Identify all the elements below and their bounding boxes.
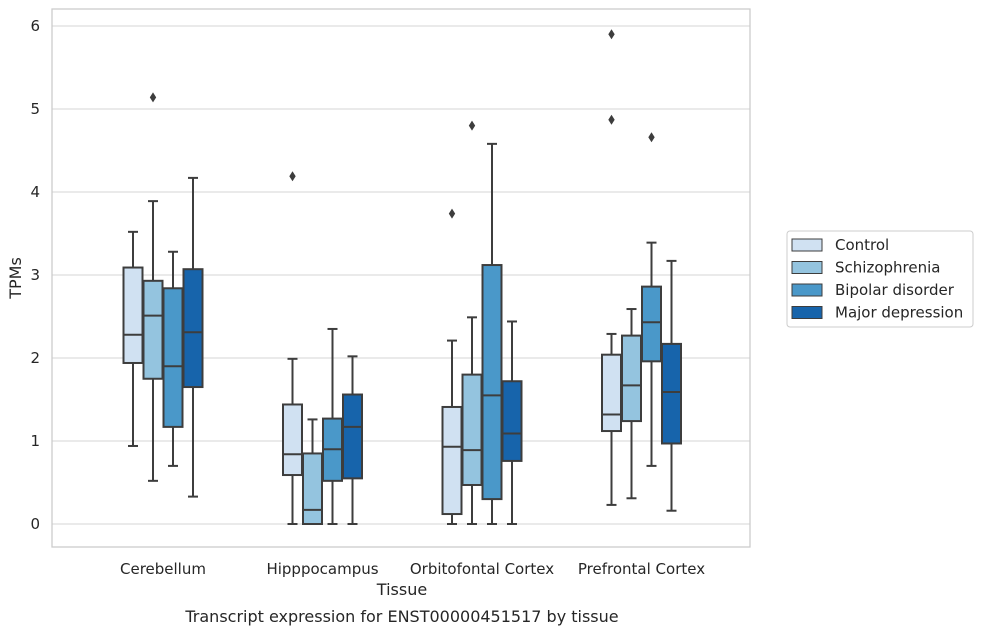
box-0-3 (182, 176, 204, 498)
box-iqr (641, 285, 662, 363)
y-tick-label: 2 (30, 349, 40, 367)
x-tick-label: Hipppocampus (266, 560, 378, 578)
outlier-point (149, 92, 157, 103)
box-iqr (162, 287, 184, 428)
legend-swatch (791, 306, 823, 319)
y-tick-label: 1 (30, 432, 40, 450)
plot-frame (51, 8, 751, 548)
y-tick-label: 0 (30, 515, 40, 533)
legend-entry: Bipolar disorder (835, 281, 955, 299)
outlier-point (468, 120, 476, 131)
legend: Control Schizophrenia Bipolar disorder Majo… (786, 230, 974, 328)
x-tick-label: Orbitofontal Cortex (410, 560, 554, 578)
outlier-point (448, 208, 456, 219)
box-iqr (441, 405, 463, 516)
x-axis-label: Tissue (376, 580, 427, 599)
box-iqr (182, 268, 204, 389)
box-groups (122, 29, 682, 526)
x-tick-labels: Cerebellum Hipppocampus Orbitofontal Corte… (120, 560, 705, 578)
legend-entry: Control (835, 236, 889, 254)
box-3-2 (641, 132, 662, 467)
box-3-1 (621, 308, 642, 500)
y-tick-labels: 0 1 2 3 4 5 6 (30, 17, 40, 533)
box-0-1 (142, 92, 164, 482)
x-tick-label: Cerebellum (120, 560, 206, 578)
outlier-point (648, 132, 655, 143)
box-iqr (621, 334, 642, 423)
legend-swatch (791, 283, 823, 297)
box-iqr (282, 403, 303, 477)
legend-swatch (791, 238, 823, 252)
plot-background (52, 9, 750, 547)
legend-frame (786, 230, 974, 328)
outlier-point (608, 29, 615, 40)
box-3-0 (601, 29, 622, 506)
box-iqr (501, 380, 523, 462)
box-1-0 (282, 171, 303, 525)
box-1-1 (302, 418, 323, 526)
box-2-3 (501, 320, 523, 525)
box-iqr (481, 264, 503, 501)
box-iqr (142, 279, 164, 380)
chart-caption: Transcript expression for ENST0000045151… (184, 607, 618, 626)
box-iqr (342, 393, 363, 480)
legend-items: Control Schizophrenia Bipolar disorder Majo… (791, 236, 963, 322)
outlier-point (608, 114, 615, 125)
legend-swatch (791, 261, 823, 274)
x-tick-label: Prefrontal Cortex (578, 560, 705, 578)
y-tick-label: 3 (30, 266, 40, 284)
box-iqr (661, 342, 682, 445)
y-tick-label: 6 (30, 17, 40, 35)
legend-entry: Major depression (835, 304, 963, 322)
box-iqr (122, 266, 144, 364)
box-iqr (302, 452, 323, 526)
legend-entry: Schizophrenia (835, 259, 940, 277)
y-tick-label: 4 (30, 183, 40, 201)
box-iqr (461, 373, 483, 486)
box-2-1 (461, 120, 483, 525)
outlier-point (289, 171, 296, 182)
y-tick-label: 5 (30, 100, 40, 118)
y-axis-label: TPMs (6, 257, 25, 300)
box-3-3 (661, 259, 682, 512)
box-iqr (601, 353, 622, 433)
box-1-3 (342, 355, 363, 525)
